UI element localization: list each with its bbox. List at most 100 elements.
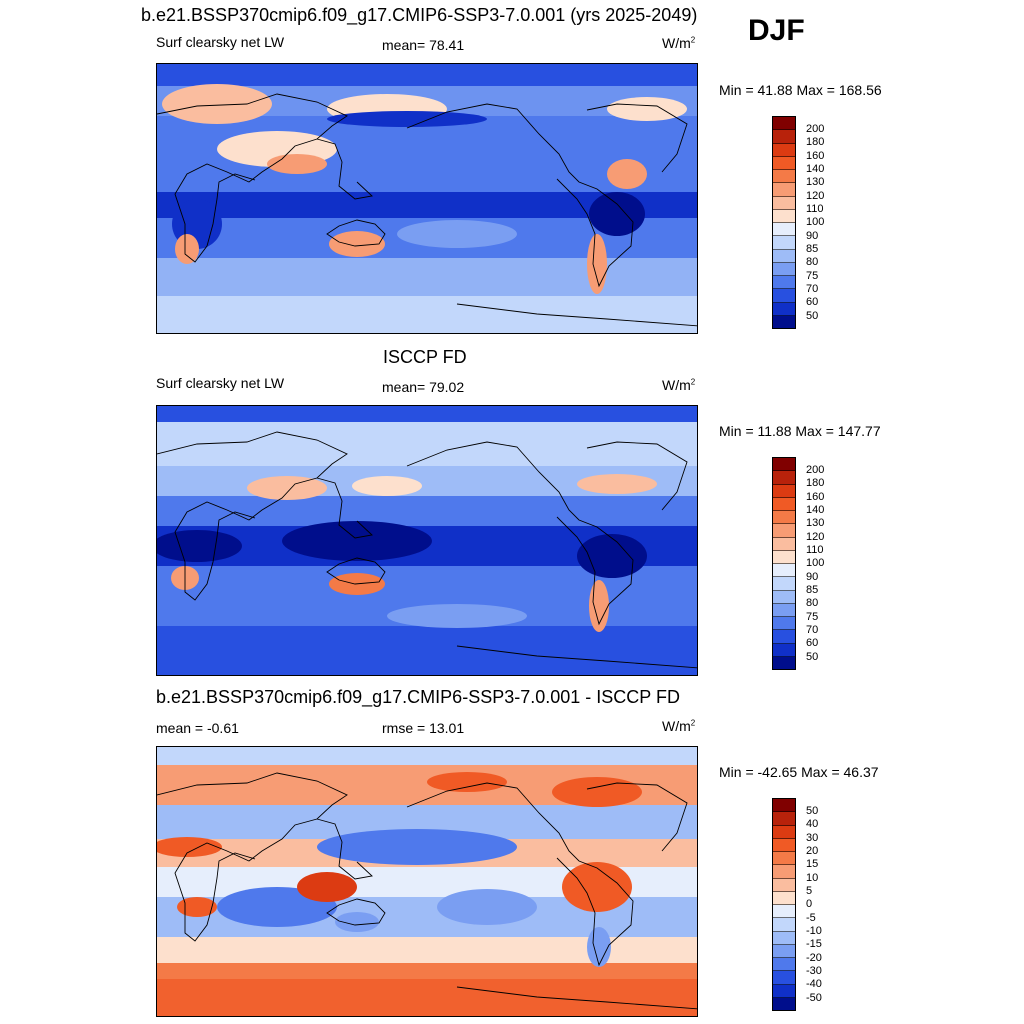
colorbar-swatch [773, 603, 795, 617]
colorbar-swatch [773, 183, 795, 197]
panel1-mean-label: mean= 78.41 [382, 37, 465, 53]
colorbar-swatch [773, 236, 795, 250]
colorbar-swatch [773, 550, 795, 564]
panel2-colorbar-tick: 140 [806, 504, 825, 516]
panel1-units: W/m2 [662, 35, 696, 51]
panel1-colorbar-tick: 180 [806, 136, 825, 148]
colorbar-swatch [773, 865, 795, 879]
panel1-colorbar-tick: 100 [806, 216, 825, 228]
panel2-colorbar-tick: 180 [806, 477, 825, 489]
panel2-units: W/m2 [662, 377, 696, 393]
panel2-colorbar-tick: 120 [806, 531, 825, 543]
panel2-minmax: Min = 11.88 Max = 147.77 [719, 423, 881, 439]
colorbar-swatch [773, 643, 795, 657]
panel3-map [156, 746, 698, 1017]
panel2-colorbar-tick: 75 [806, 611, 819, 623]
panel1-colorbar-tick: 85 [806, 243, 819, 255]
panel3-minmax: Min = -42.65 Max = 46.37 [719, 764, 879, 780]
panel3-colorbar-tick: 5 [806, 885, 813, 897]
colorbar-swatch [773, 249, 795, 263]
panel3-colorbar-tick: 30 [806, 832, 819, 844]
colorbar-swatch [773, 944, 795, 958]
colorbar-swatch [773, 117, 795, 131]
panel2-mean-label: mean= 79.02 [382, 379, 465, 395]
panel1-colorbar-tick: 50 [806, 310, 819, 322]
panel1-colorbar-tick: 200 [806, 123, 825, 135]
panel2-colorbar-tick: 60 [806, 637, 819, 649]
colorbar-swatch [773, 590, 795, 604]
colorbar-swatch [773, 511, 795, 525]
colorbar-swatch [773, 524, 795, 538]
panel1-colorbar-tick: 120 [806, 190, 825, 202]
panel2-title: ISCCP FD [383, 347, 467, 367]
colorbar-swatch [773, 825, 795, 839]
colorbar-swatch [773, 170, 795, 184]
panel2-variable-label: Surf clearsky net LW [156, 375, 285, 391]
panel3-colorbar-tick: 40 [806, 818, 819, 830]
panel3-colorbar-tick: -20 [806, 952, 822, 964]
panel3-colorbar-tick: -30 [806, 965, 822, 977]
panel3-colorbar-tick: -10 [806, 925, 822, 937]
panel2-colorbar-tick: 200 [806, 464, 825, 476]
panel1-colorbar-tick: 110 [806, 203, 824, 215]
panel2-colorbar-tick: 100 [806, 557, 825, 569]
colorbar-swatch [773, 223, 795, 237]
panel1-colorbar-tick: 130 [806, 176, 825, 188]
panel1-colorbar-tick: 160 [806, 150, 825, 162]
panel3-colorbar-tick: 20 [806, 845, 819, 857]
colorbar-swatch [773, 878, 795, 892]
panel3-mean-label: mean = -0.61 [156, 720, 239, 736]
colorbar-swatch [773, 852, 795, 866]
colorbar-swatch [773, 276, 795, 290]
colorbar-swatch [773, 838, 795, 852]
colorbar-swatch [773, 905, 795, 919]
panel3-title: b.e21.BSSP370cmip6.f09_g17.CMIP6-SSP3-7.… [156, 687, 680, 707]
panel1-minmax: Min = 41.88 Max = 168.56 [719, 82, 882, 98]
panel2-colorbar-tick: 80 [806, 597, 819, 609]
panel1-colorbar-tick: 70 [806, 283, 819, 295]
colorbar-swatch [773, 564, 795, 578]
panel1-variable-label: Surf clearsky net LW [156, 34, 285, 50]
panel3-units: W/m2 [662, 718, 696, 734]
colorbar-swatch [773, 971, 795, 985]
panel3-colorbar [772, 798, 796, 1011]
colorbar-swatch [773, 984, 795, 998]
colorbar-swatch [773, 196, 795, 210]
season-label: DJF [748, 14, 805, 47]
colorbar-swatch [773, 799, 795, 813]
panel3-colorbar-tick: -40 [806, 978, 822, 990]
panel1-colorbar-tick: 80 [806, 256, 819, 268]
colorbar-swatch [773, 656, 795, 669]
colorbar-swatch [773, 958, 795, 972]
colorbar-swatch [773, 497, 795, 511]
colorbar-swatch [773, 484, 795, 498]
colorbar-swatch [773, 997, 795, 1010]
panel3-colorbar-tick: -15 [806, 938, 822, 950]
panel3-colorbar-tick: -5 [806, 912, 816, 924]
panel1-map [156, 63, 698, 334]
panel2-map [156, 405, 698, 676]
colorbar-swatch [773, 209, 795, 223]
colorbar-swatch [773, 931, 795, 945]
colorbar-swatch [773, 458, 795, 472]
panel2-colorbar-tick: 160 [806, 491, 825, 503]
panel3-colorbar-tick: 15 [806, 858, 819, 870]
panel3-rmse-label: rmse = 13.01 [382, 720, 465, 736]
colorbar-swatch [773, 537, 795, 551]
colorbar-swatch [773, 156, 795, 170]
panel1-colorbar-tick: 75 [806, 270, 819, 282]
colorbar-swatch [773, 577, 795, 591]
colorbar-swatch [773, 262, 795, 276]
colorbar-swatch [773, 630, 795, 644]
panel3-colorbar-tick: -50 [806, 992, 822, 1004]
panel2-colorbar-tick: 85 [806, 584, 819, 596]
panel1-colorbar-tick: 140 [806, 163, 825, 175]
panel2-colorbar-tick: 50 [806, 651, 819, 663]
colorbar-swatch [773, 315, 795, 328]
colorbar-swatch [773, 891, 795, 905]
colorbar-swatch [773, 130, 795, 144]
panel1-colorbar-tick: 60 [806, 296, 819, 308]
colorbar-swatch [773, 143, 795, 157]
panel1-colorbar-tick: 90 [806, 230, 819, 242]
panel1-colorbar [772, 116, 796, 329]
